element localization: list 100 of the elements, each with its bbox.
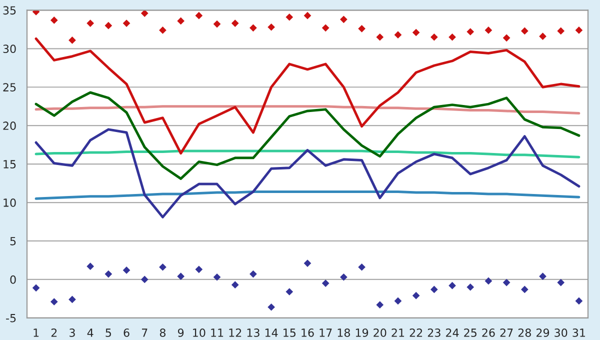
- point: [466, 283, 474, 291]
- point: [412, 292, 420, 300]
- point: [430, 33, 438, 41]
- point: [484, 277, 492, 285]
- line-series: [34, 37, 580, 155]
- point: [50, 298, 58, 306]
- x-tick-label: 1: [34, 328, 39, 337]
- point: [502, 278, 510, 286]
- x-tick-label: 31: [572, 328, 585, 337]
- line-series: [34, 190, 580, 200]
- x-tick-label: 20: [374, 328, 386, 337]
- x-tick-label: 27: [500, 328, 513, 337]
- x-tick-label: 12: [229, 328, 242, 337]
- x-tick-label: 11: [211, 328, 224, 337]
- x-tick-label: 3: [70, 328, 75, 337]
- point: [159, 26, 166, 34]
- point: [502, 34, 510, 42]
- y-tick-label: -5: [6, 314, 16, 322]
- point: [195, 12, 203, 20]
- point: [213, 20, 221, 28]
- point: [122, 266, 130, 274]
- y-tick-label: 20: [3, 122, 16, 130]
- line-series: [34, 128, 580, 218]
- line-series: [34, 91, 580, 180]
- x-tick-label: 6: [124, 328, 130, 337]
- point: [268, 303, 275, 311]
- line-series: [34, 105, 580, 115]
- x-tick-label: 15: [284, 328, 296, 337]
- point: [394, 31, 402, 38]
- x-tick-label: 14: [265, 328, 278, 337]
- point: [412, 28, 420, 36]
- x-tick-label: 24: [446, 328, 459, 337]
- point: [286, 13, 294, 21]
- point: [557, 27, 565, 35]
- x-tick-label: 29: [536, 328, 550, 337]
- point: [304, 260, 312, 267]
- x-tick-label: 7: [142, 328, 148, 337]
- point: [394, 297, 402, 305]
- x-tick-label: 9: [178, 328, 184, 337]
- point: [50, 16, 58, 24]
- point: [376, 301, 384, 308]
- point: [231, 20, 239, 27]
- point: [68, 36, 76, 44]
- point: [520, 27, 528, 35]
- y-tick-label: 35: [3, 6, 16, 15]
- point: [466, 28, 474, 36]
- x-tick-label: 23: [428, 328, 440, 337]
- y-tick-label: 30: [3, 44, 16, 54]
- x-tick-label: 30: [554, 328, 568, 337]
- point: [520, 286, 528, 294]
- point: [32, 284, 40, 292]
- point: [557, 278, 565, 286]
- point: [539, 32, 546, 40]
- point: [195, 266, 203, 274]
- point: [575, 297, 583, 305]
- x-tick-label: 18: [338, 328, 350, 337]
- point: [86, 20, 94, 27]
- point: [358, 263, 366, 271]
- x-tick-label: 10: [193, 328, 206, 337]
- x-tick-label: 13: [247, 328, 260, 337]
- point: [250, 24, 257, 32]
- x-tick-label: 17: [320, 328, 332, 337]
- point: [376, 33, 384, 41]
- x-tick-label: 28: [518, 328, 531, 337]
- point: [140, 276, 148, 284]
- y-tick-label: 5: [10, 237, 16, 246]
- point: [322, 280, 330, 287]
- point: [340, 16, 348, 24]
- point: [358, 24, 366, 32]
- x-tick-label: 8: [160, 328, 166, 337]
- x-tick-label: 16: [302, 328, 314, 337]
- x-tick-label: 4: [87, 328, 94, 337]
- point: [304, 12, 312, 20]
- point: [448, 282, 456, 290]
- point: [484, 26, 492, 34]
- point: [250, 270, 257, 278]
- point: [340, 273, 348, 281]
- point: [104, 22, 112, 30]
- point: [177, 272, 184, 280]
- point: [268, 23, 275, 31]
- y-tick-label: 10: [4, 198, 16, 207]
- x-tick-label: 19: [356, 328, 368, 337]
- x-tick-label: 26: [482, 328, 495, 337]
- point: [322, 24, 330, 32]
- x-tick-label: 25: [464, 328, 476, 337]
- point: [122, 20, 130, 27]
- point: [140, 10, 148, 17]
- point: [104, 270, 112, 278]
- point: [86, 262, 94, 270]
- y-tick-label: 15: [4, 160, 16, 168]
- x-tick-label: 5: [106, 328, 111, 337]
- point: [430, 286, 438, 294]
- point: [539, 272, 546, 280]
- point: [231, 281, 239, 288]
- point: [575, 26, 583, 34]
- x-tick-label: 2: [51, 328, 57, 337]
- point: [213, 273, 221, 281]
- x-tick-label: 22: [410, 328, 422, 337]
- point: [177, 17, 184, 25]
- y-tick-label: 25: [3, 83, 16, 92]
